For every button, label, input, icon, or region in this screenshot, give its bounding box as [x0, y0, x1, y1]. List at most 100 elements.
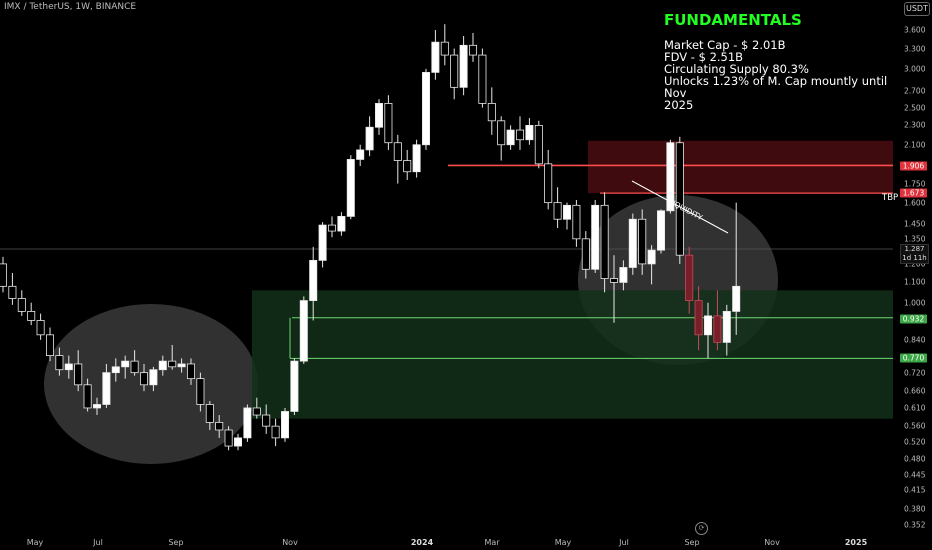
resistance-top-label: 1.906 [900, 161, 927, 171]
fundamentals-line: FDV - $ 2.51B [664, 50, 744, 64]
candle [468, 32, 477, 62]
time-tick: Sep [684, 538, 700, 547]
zones-layer [252, 140, 893, 419]
candle [478, 48, 487, 108]
time-tick: Nov [282, 538, 298, 547]
candle [252, 397, 261, 419]
time-tick: May [554, 538, 572, 547]
price-tick: 0.445 [904, 470, 926, 480]
candle [544, 149, 553, 210]
time-tick: Sep [168, 538, 184, 547]
candle [93, 397, 102, 416]
replay-icon[interactable]: ⟳ [695, 522, 708, 535]
time-tick: 2024 [410, 538, 434, 547]
candle [215, 415, 224, 438]
candle [694, 286, 703, 351]
liquidity-trendline [631, 180, 729, 234]
price-tick: 1.600 [904, 198, 926, 208]
candle [534, 120, 543, 169]
price-tick: 0.520 [904, 437, 926, 447]
price-tick: 0.840 [904, 335, 926, 345]
time-tick: Jul [619, 538, 629, 547]
candle [421, 68, 430, 150]
candle [111, 358, 120, 382]
candle [158, 355, 167, 376]
candle [168, 344, 177, 370]
candle [506, 125, 515, 150]
candle [610, 255, 619, 323]
tbp-label: TBP [882, 193, 899, 203]
candle [177, 358, 186, 373]
candle [525, 118, 534, 145]
candle [450, 48, 459, 100]
candles-layer [0, 24, 741, 451]
candle [102, 363, 111, 408]
price-tick: 0.560 [904, 421, 926, 431]
candle [563, 202, 572, 230]
candle [8, 272, 17, 305]
candle [271, 418, 280, 447]
symbol-title: IMX / TetherUS, 1W, BINANCE [4, 2, 137, 12]
candle [393, 134, 402, 184]
price-tick: 2.300 [904, 120, 926, 130]
price-tick: 3.300 [904, 44, 926, 54]
current-price-value: 1.287 [904, 245, 925, 253]
fundamentals-panel: FUNDAMENTALS Market Cap - $ 2.01B FDV - … [664, 12, 889, 111]
candle [290, 358, 299, 416]
candle [657, 209, 666, 254]
candle [327, 216, 336, 238]
time-tick: Mar [484, 538, 500, 547]
candle [459, 35, 468, 96]
candle [704, 302, 713, 359]
candle [64, 355, 73, 379]
candle [186, 358, 195, 385]
candle [149, 366, 158, 392]
candle [365, 116, 374, 157]
candle [403, 149, 412, 180]
price-tick: 0.720 [904, 368, 926, 378]
price-tick: 0.380 [904, 504, 926, 514]
candle [27, 302, 36, 326]
candle [497, 116, 506, 161]
candle [346, 155, 355, 220]
fundamentals-line: Unlocks 1.23% of M. Cap mountly until No… [664, 74, 888, 100]
currency-button[interactable]: USDT [904, 2, 930, 16]
candle [299, 296, 308, 364]
candle [384, 95, 393, 150]
price-tick: 0.660 [904, 386, 926, 396]
candle [713, 290, 722, 351]
price-tick: 0.415 [904, 485, 926, 495]
candle [233, 433, 242, 451]
resistance-bottom-label: 1.673 [900, 188, 927, 198]
candle [74, 350, 83, 392]
price-tick: 1.100 [904, 277, 926, 287]
resistance-zone [588, 140, 893, 194]
current-countdown: 1d 11h [902, 254, 927, 262]
price-tick: 2.700 [904, 86, 926, 96]
candle [600, 192, 609, 293]
time-tick: Jul [93, 538, 103, 547]
price-tick: 3.000 [904, 64, 926, 74]
candle [732, 202, 741, 335]
candle [412, 139, 421, 178]
candle [440, 24, 449, 66]
candle [309, 246, 318, 321]
time-tick: 2025 [844, 538, 868, 547]
candle [572, 200, 581, 247]
candle [17, 290, 26, 316]
support-bottom-label: 0.770 [900, 353, 927, 363]
price-tick: 0.610 [904, 403, 926, 413]
candle [675, 136, 684, 264]
candle [553, 187, 562, 229]
candle [205, 401, 214, 430]
candle [55, 347, 64, 376]
fundamentals-title: FUNDAMENTALS [664, 11, 802, 29]
price-chart[interactable]: LIQUIDITY [0, 0, 893, 550]
fundamentals-line: Circulating Supply 80.3% [664, 62, 809, 76]
price-axis[interactable]: 3.6003.3003.0002.7002.5002.3002.1001.900… [893, 0, 932, 550]
candle [130, 350, 139, 376]
support-top-label: 0.932 [900, 314, 927, 324]
current-price-label: 1.287 1d 11h [900, 244, 929, 264]
candle [243, 404, 252, 442]
price-tick: 1.750 [904, 179, 926, 189]
